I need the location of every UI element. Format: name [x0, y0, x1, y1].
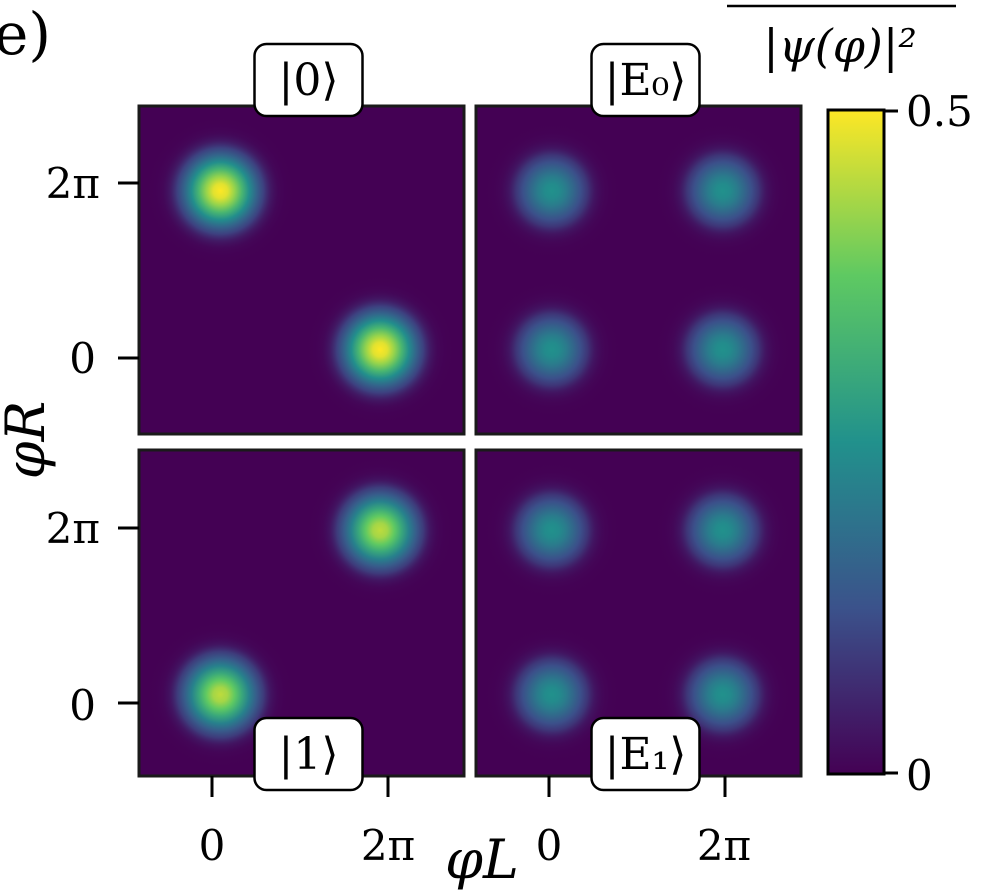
state-label-box [253, 716, 364, 792]
x-tick-label-0-right: 0 [536, 821, 563, 870]
heatmap-peak [650, 458, 795, 603]
heatmap-peak [308, 277, 453, 422]
heatmap-peak [650, 277, 795, 422]
heatmap-peak [148, 118, 293, 263]
colorbar-tick-label-min: 0 [906, 751, 933, 800]
y-axis: 2π 0 2π 0 φR [0, 159, 100, 730]
heatmap-panel-state-0 [137, 104, 466, 436]
heatmap-panels [137, 104, 803, 778]
state-label-text: |E₁⟩ [605, 729, 687, 780]
y-tick-label-2pi-bottom: 2π [46, 504, 100, 553]
x-axis-label: φL [445, 828, 519, 891]
state-label-box [590, 42, 701, 118]
x-tick-label-0-left: 0 [199, 821, 226, 870]
state-label-box [253, 42, 364, 118]
heatmap-peak [479, 277, 624, 422]
state-label-state-0: |0⟩ [253, 42, 364, 118]
state-label-text: |E₀⟩ [605, 55, 687, 106]
y-tick-label-0-top: 0 [69, 334, 96, 383]
state-label-state-1: |1⟩ [253, 716, 364, 792]
state-labels: |0⟩ |E₀⟩ |1⟩ |E₁⟩ [253, 42, 701, 792]
panel-label: e) [0, 0, 51, 68]
heatmap-peak [479, 458, 624, 603]
colorbar: 0.5 0 |ψ(φ)|² [727, 4, 973, 800]
colorbar-tick-label-max: 0.5 [906, 87, 973, 136]
x-tick-label-2pi-left: 2π [361, 821, 415, 870]
state-label-state-E0: |E₀⟩ [590, 42, 701, 118]
heatmap-panel-state-E0 [474, 104, 803, 436]
heatmap-peak [479, 118, 624, 263]
heatmap-peak [308, 458, 453, 603]
tick-marks [118, 181, 727, 797]
state-label-text: |0⟩ [279, 55, 339, 106]
y-axis-label: φR [0, 401, 57, 479]
x-tick-label-2pi-right: 2π [697, 821, 751, 870]
heatmap-panel-state-1 [137, 448, 466, 778]
y-tick-label-2pi-top: 2π [46, 159, 100, 208]
colorbar-gradient [826, 108, 886, 776]
axes: 2π 0 2π 0 φR 0 2π 0 2π φL [0, 159, 751, 891]
heatmap-peak [479, 622, 624, 767]
y-tick-label-0-bottom: 0 [69, 681, 96, 730]
colorbar-label: |ψ(φ)|² [763, 19, 917, 73]
state-label-state-E1: |E₁⟩ [590, 716, 701, 792]
state-label-box [590, 716, 701, 792]
x-axis: 0 2π 0 2π φL [199, 821, 752, 891]
state-label-text: |1⟩ [279, 729, 339, 780]
heatmap-peak [650, 118, 795, 263]
